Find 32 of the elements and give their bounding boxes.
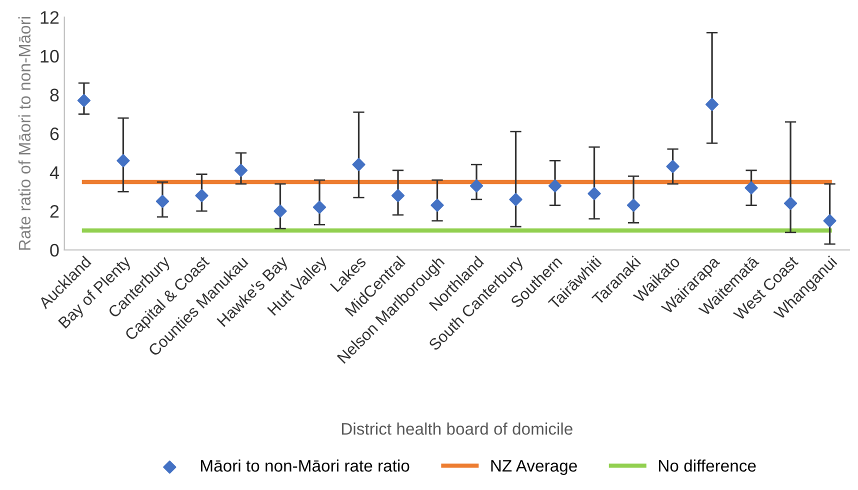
x-axis-title: District health board of domicile (342, 422, 572, 435)
point (823, 214, 836, 228)
point (705, 98, 719, 112)
y-tick-label: 4 (50, 166, 59, 179)
point (195, 189, 208, 202)
y-tick-label: 6 (50, 127, 59, 140)
point (548, 179, 562, 192)
point (116, 154, 130, 168)
point (784, 196, 798, 210)
y-tick-label: 10 (40, 50, 59, 63)
point (274, 204, 287, 218)
point (352, 158, 366, 172)
y-axis-title: Rate ratio of Māori to non-Māori (18, 16, 31, 250)
legend-label: Māori to non-Māori rate ratio (201, 459, 410, 472)
y-tick-label: 0 (50, 244, 59, 257)
point (430, 198, 444, 212)
point (470, 179, 484, 192)
point (156, 194, 170, 208)
y-tick-label: 2 (50, 205, 59, 218)
point (312, 200, 326, 214)
point (588, 187, 601, 200)
legend-label: No difference (659, 459, 756, 472)
point (509, 192, 522, 206)
y-tick-label: 8 (50, 88, 59, 102)
point (626, 198, 640, 212)
legend-label: NZ Average (491, 460, 577, 475)
y-tick-label: 12 (40, 11, 59, 24)
point (234, 164, 248, 177)
point (77, 94, 91, 108)
point (391, 189, 405, 202)
point (744, 181, 758, 194)
point (666, 160, 680, 174)
